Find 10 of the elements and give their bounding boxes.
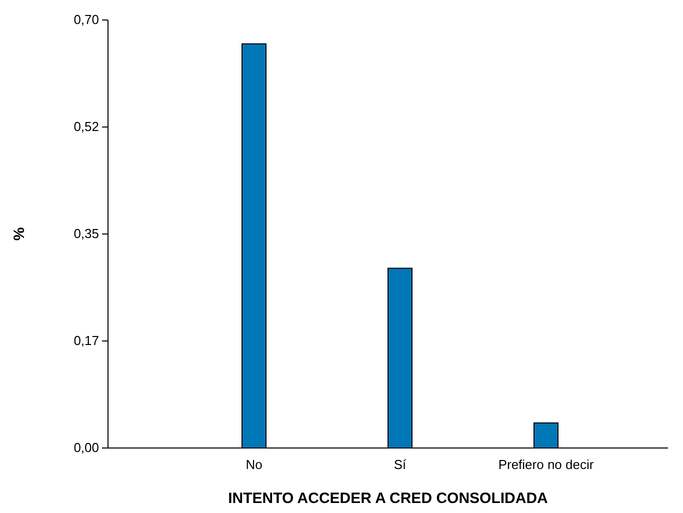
y-tick-label: 0,70: [74, 12, 99, 28]
y-tick-label: 0,52: [74, 119, 99, 134]
x-axis-title: INTENTO ACCEDER A CRED CONSOLIDADA: [228, 490, 548, 507]
x-tick-label: No: [246, 457, 262, 472]
x-tick-label: Sí: [394, 457, 407, 472]
x-tick-label: Prefiero no decir: [498, 457, 594, 472]
y-axis-title: %: [11, 227, 28, 241]
y-tick-label: 0,17: [74, 333, 99, 348]
y-tick-label: 0,00: [74, 440, 99, 456]
y-tick-label: 0,35: [74, 226, 99, 242]
